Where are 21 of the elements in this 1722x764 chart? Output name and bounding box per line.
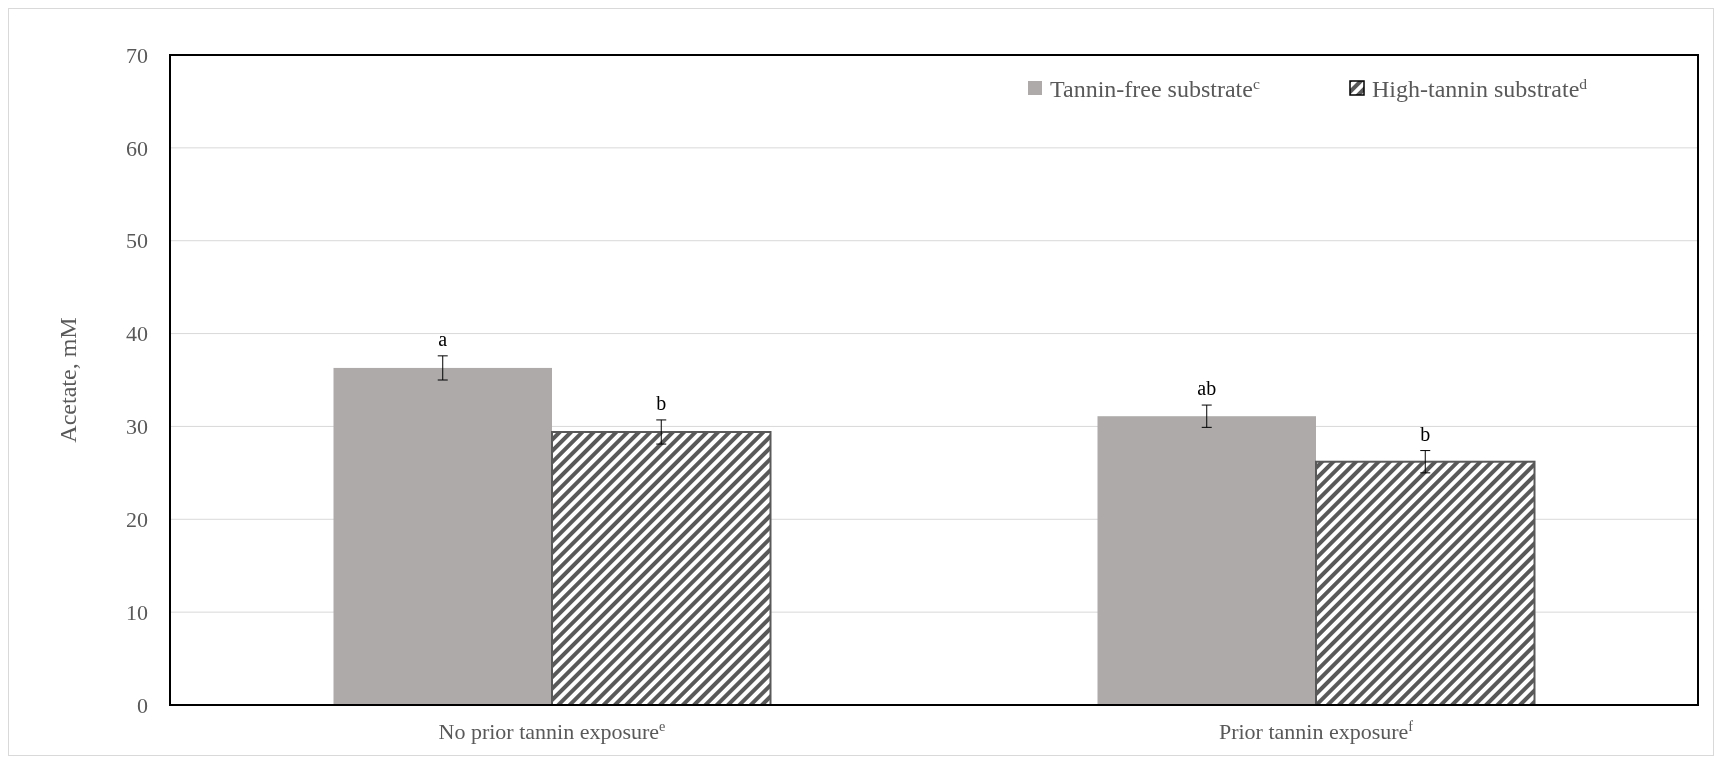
y-axis-title: Acetate, mM [55, 317, 81, 443]
bar [333, 367, 552, 705]
bar [1097, 416, 1316, 705]
x-tick-label: Prior tannin exposure$^{f}$ [1218, 718, 1414, 744]
bar [1315, 460, 1536, 706]
data-label: b [1420, 422, 1431, 445]
y-tick-label: 10 [126, 599, 148, 625]
y-tick-label: 20 [126, 506, 148, 532]
y-tick-label: 60 [126, 135, 148, 161]
x-tick-label: No prior tannin exposure$^{e}$ [438, 718, 666, 744]
data-label: ab [1197, 377, 1217, 400]
y-tick-label: 0 [137, 692, 148, 718]
y-tick-label: 30 [126, 414, 148, 440]
y-tick-label: 50 [126, 228, 148, 254]
data-label: a [438, 327, 448, 350]
y-tick-label: 40 [126, 321, 148, 347]
legend-label: Tannin-free substrate$^{c}$ [1050, 74, 1260, 103]
data-label: b [656, 391, 667, 414]
bar [551, 431, 772, 706]
legend-label: High-tannin substrate$^{d}$ [1372, 74, 1588, 103]
y-tick-label: 70 [126, 42, 148, 68]
